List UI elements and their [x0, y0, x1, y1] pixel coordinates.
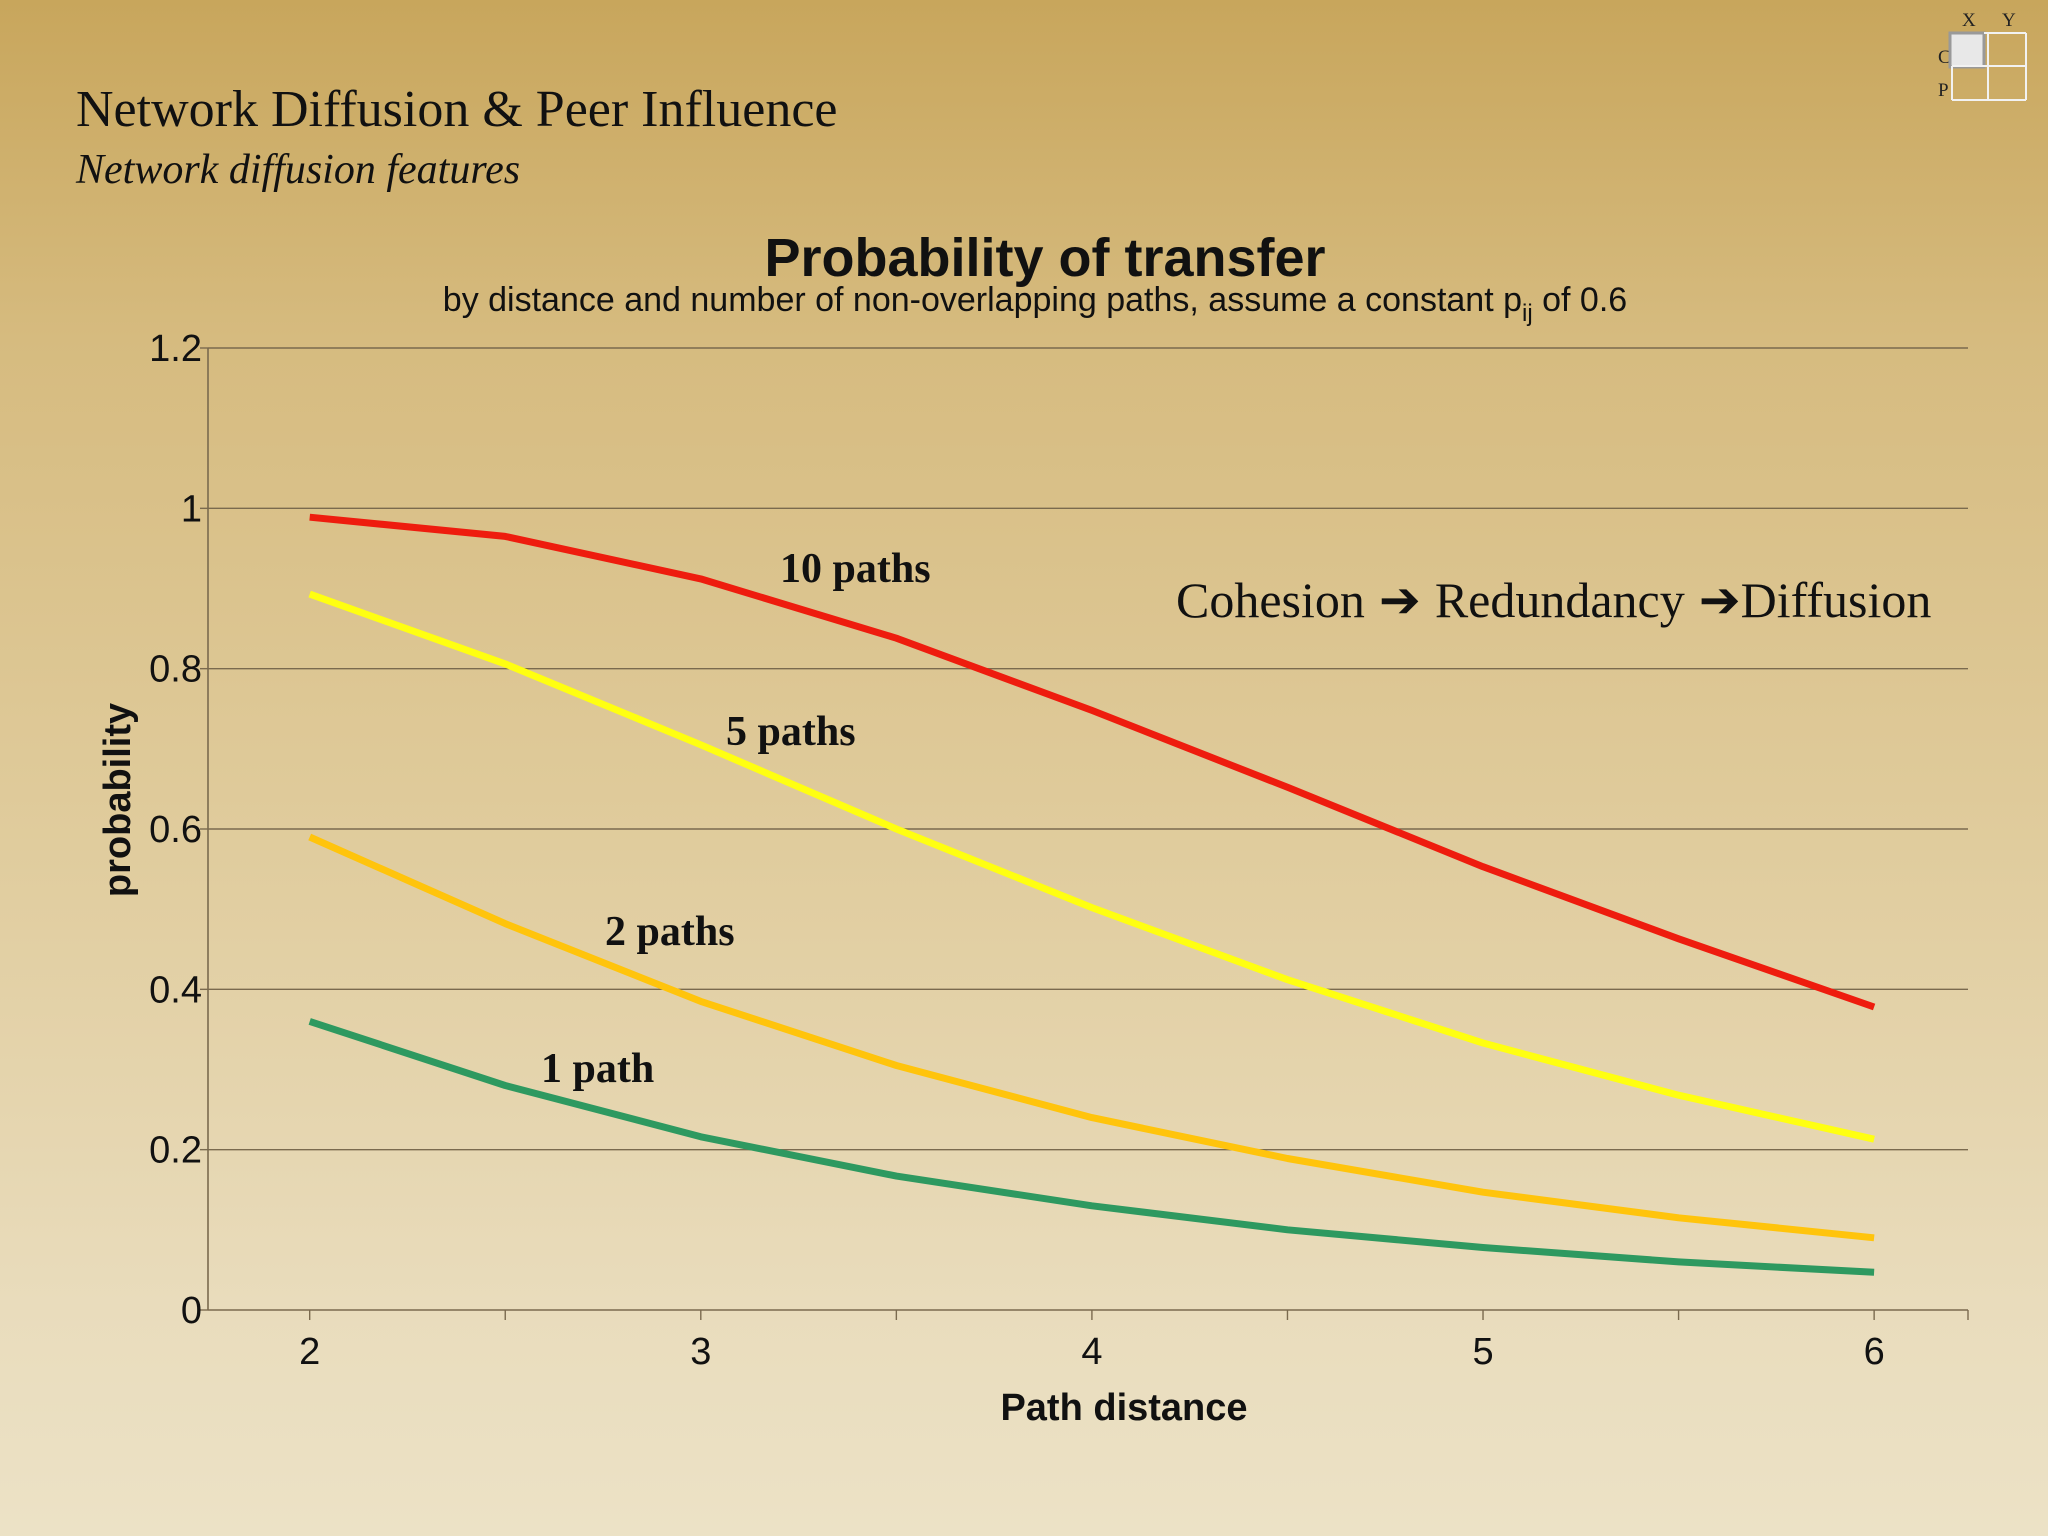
x-tick-label: 3: [690, 1331, 711, 1373]
series-line-5-paths: [308, 590, 1875, 1143]
x-tick-label: 2: [299, 1331, 320, 1373]
series-label-10-paths: 10 paths: [780, 546, 931, 592]
logo-c-letter: C: [1938, 47, 1951, 68]
y-axis-label: probability: [97, 703, 139, 897]
series-line-10-paths: [309, 513, 1876, 1011]
y-tick-label: 0.4: [149, 969, 202, 1011]
series-line-2-paths: [308, 833, 1875, 1242]
y-tick-label: 0: [181, 1290, 202, 1332]
x-tick-label: 5: [1472, 1331, 1493, 1373]
y-tick-label: 1.2: [149, 328, 202, 370]
chart-subtitle-main: by distance and number of non-overlappin…: [443, 281, 1522, 319]
tick-labels: 0 0.2 0.4 0.6 0.8 1 1.2 2 3 4 5 6: [149, 328, 1885, 1373]
x-tick-label: 6: [1864, 1331, 1885, 1373]
chart-title: Probability of transfer: [764, 228, 1325, 288]
series-label-2-paths: 2 paths: [605, 909, 735, 955]
series-label-1-path: 1 path: [541, 1046, 654, 1092]
xy-cp-logo: X Y C P: [1938, 12, 2027, 101]
chart-subtitle-end: of 0.6: [1533, 281, 1628, 319]
annotation-arrow-2: ➔: [1699, 572, 1741, 628]
series-lines: [308, 513, 1876, 1276]
annotation-diffusion: Diffusion: [1741, 572, 1932, 628]
axes: [200, 347, 1969, 1320]
gridlines: [208, 347, 1968, 1151]
chart-subtitle-subscript: ij: [1522, 300, 1533, 327]
x-axis-label: Path distance: [1000, 1387, 1247, 1429]
slide-subtitle: Network diffusion features: [76, 147, 521, 193]
annotation-arrow-1: ➔: [1379, 572, 1421, 628]
logo-y-letter: Y: [2002, 12, 2016, 31]
x-tick-label: 4: [1081, 1331, 1102, 1373]
annotation-redundancy: Redundancy: [1435, 572, 1685, 628]
series-label-5-paths: 5 paths: [726, 709, 856, 755]
y-tick-label: 0.6: [149, 809, 202, 851]
annotation-cohesion: Cohesion: [1176, 572, 1365, 628]
series-line-1-path: [308, 1018, 1875, 1276]
y-tick-label: 1: [181, 488, 202, 530]
logo-x-letter: X: [1962, 12, 1976, 31]
y-tick-label: 0.2: [149, 1130, 202, 1172]
slide-title: Network Diffusion & Peer Influence: [76, 81, 838, 138]
chart-subtitle: by distance and number of non-overlappin…: [443, 281, 1627, 327]
y-tick-label: 0.8: [149, 649, 202, 691]
annotation-cohesion-redundancy-diffusion: Cohesion ➔ Redundancy ➔Diffusion: [1176, 572, 1931, 628]
logo-p-letter: P: [1938, 80, 1949, 101]
